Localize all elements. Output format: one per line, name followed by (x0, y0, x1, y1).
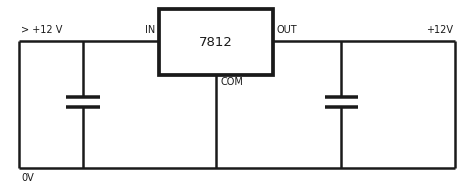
Text: 0V: 0V (21, 173, 34, 183)
Text: +12V: +12V (426, 25, 453, 35)
Text: IN: IN (145, 25, 155, 35)
Bar (159, 9, 273, 75)
Text: COM: COM (220, 77, 243, 87)
Text: 7812: 7812 (199, 36, 233, 49)
Text: > +12 V: > +12 V (21, 25, 63, 35)
Text: OUT: OUT (276, 25, 297, 35)
